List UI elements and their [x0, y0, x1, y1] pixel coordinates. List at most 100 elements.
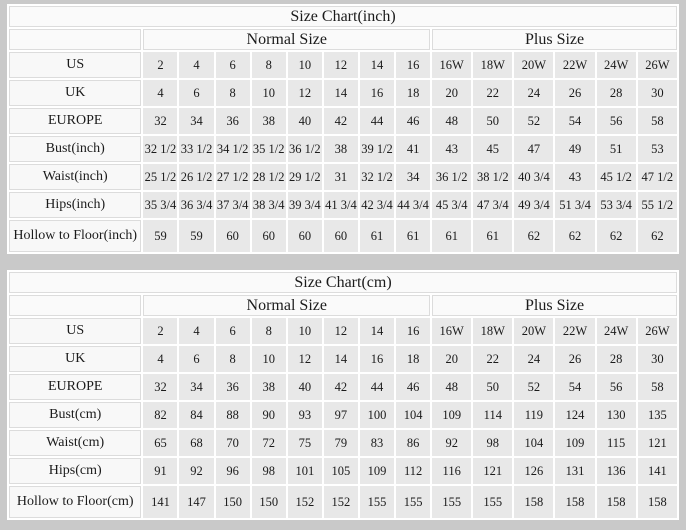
size-cell: 12 — [287, 80, 322, 106]
size-cell: 32 1/2 — [359, 164, 395, 190]
size-cell: 26W — [637, 52, 677, 78]
size-cell: 72 — [251, 430, 286, 456]
size-cell: 49 — [555, 136, 595, 162]
table-row: Bust(inch) 32 1/2 33 1/2 34 1/2 35 1/2 36 1/2… — [9, 136, 677, 162]
size-cell: 33 1/2 — [179, 136, 214, 162]
size-cell: 141 — [637, 458, 677, 484]
size-cell: 22W — [555, 318, 595, 344]
size-cell: 61 — [432, 220, 472, 252]
size-cell: 32 — [143, 108, 178, 134]
table-row: UK 4 6 8 10 12 14 16 18 20 22 24 26 28 30 — [9, 346, 677, 372]
size-cell: 16W — [432, 318, 472, 344]
size-cell: 155 — [396, 486, 431, 518]
size-cell: 20W — [514, 52, 554, 78]
size-cell: 51 3/4 — [555, 192, 595, 218]
row-label: Hollow to Floor(inch) — [9, 220, 142, 252]
size-cell: 41 3/4 — [323, 192, 358, 218]
size-cell: 6 — [179, 346, 214, 372]
table-row: US 2 4 6 8 10 12 14 16 16W 18W 20W 22W 24W 26W — [9, 318, 677, 344]
size-cell: 104 — [396, 402, 431, 428]
size-cell: 20 — [432, 80, 472, 106]
size-cell: 70 — [215, 430, 250, 456]
size-cell: 62 — [555, 220, 595, 252]
size-cell: 16 — [396, 318, 431, 344]
size-cell: 155 — [359, 486, 395, 518]
size-cell: 14 — [323, 346, 358, 372]
corner-cell — [9, 29, 142, 50]
table-title-row: Size Chart(cm) — [9, 272, 677, 293]
size-cell: 36 — [215, 374, 250, 400]
size-cell: 59 — [143, 220, 178, 252]
size-cell: 115 — [596, 430, 636, 456]
size-cell: 98 — [251, 458, 286, 484]
size-cell: 86 — [396, 430, 431, 456]
size-cell: 104 — [514, 430, 554, 456]
size-cell: 34 — [396, 164, 431, 190]
table-row: Waist(inch) 25 1/2 26 1/2 27 1/2 28 1/2 29 1/… — [9, 164, 677, 190]
row-label: EUROPE — [9, 374, 142, 400]
size-cell: 51 — [596, 136, 636, 162]
size-cell: 152 — [323, 486, 358, 518]
row-label: US — [9, 52, 142, 78]
size-chart-table-cm: Size Chart(cm) Normal Size Plus Size US 2… — [7, 270, 679, 520]
size-cell: 10 — [287, 318, 322, 344]
row-label: Waist(cm) — [9, 430, 142, 456]
size-cell: 24W — [596, 52, 636, 78]
size-cell: 56 — [596, 374, 636, 400]
size-cell: 44 — [359, 374, 395, 400]
size-cell: 46 — [396, 374, 431, 400]
size-cell: 10 — [251, 346, 286, 372]
size-cell: 83 — [359, 430, 395, 456]
size-cell: 12 — [323, 318, 358, 344]
row-label: Hollow to Floor(cm) — [9, 486, 142, 518]
size-cell: 130 — [596, 402, 636, 428]
size-cell: 12 — [323, 52, 358, 78]
size-cell: 24W — [596, 318, 636, 344]
size-cell: 26 1/2 — [179, 164, 214, 190]
size-cell: 101 — [287, 458, 322, 484]
size-cell: 28 — [596, 80, 636, 106]
size-cell: 14 — [359, 52, 395, 78]
table-row: EUROPE 32 34 36 38 40 42 44 46 48 50 52 54 56 58 — [9, 374, 677, 400]
size-cell: 119 — [514, 402, 554, 428]
size-cell: 4 — [179, 318, 214, 344]
size-cell: 22W — [555, 52, 595, 78]
size-cell: 124 — [555, 402, 595, 428]
size-cell: 60 — [287, 220, 322, 252]
table-row: Hips(inch) 35 3/4 36 3/4 37 3/4 38 3/4 39 3/4… — [9, 192, 677, 218]
size-cell: 26 — [555, 346, 595, 372]
size-cell: 93 — [287, 402, 322, 428]
size-cell: 52 — [514, 374, 554, 400]
size-cell: 92 — [432, 430, 472, 456]
size-cell: 30 — [637, 80, 677, 106]
size-cell: 46 — [396, 108, 431, 134]
size-cell: 8 — [215, 346, 250, 372]
size-cell: 61 — [396, 220, 431, 252]
size-cell: 90 — [251, 402, 286, 428]
size-cell: 45 3/4 — [432, 192, 472, 218]
size-cell: 6 — [215, 318, 250, 344]
size-cell: 158 — [514, 486, 554, 518]
size-cell: 8 — [251, 318, 286, 344]
size-cell: 40 — [287, 108, 322, 134]
size-cell: 4 — [143, 80, 178, 106]
group-header-plus-size: Plus Size — [432, 295, 677, 316]
size-cell: 147 — [179, 486, 214, 518]
size-cell: 2 — [143, 318, 178, 344]
corner-cell — [9, 295, 142, 316]
size-cell: 36 3/4 — [179, 192, 214, 218]
size-cell: 24 — [514, 80, 554, 106]
table-row: UK 4 6 8 10 12 14 16 18 20 22 24 26 28 30 — [9, 80, 677, 106]
size-cell: 109 — [555, 430, 595, 456]
size-cell: 56 — [596, 108, 636, 134]
size-cell: 6 — [179, 80, 214, 106]
size-cell: 16 — [396, 52, 431, 78]
size-cell: 38 — [251, 374, 286, 400]
size-cell: 50 — [473, 374, 513, 400]
size-cell: 16W — [432, 52, 472, 78]
row-label: Bust(cm) — [9, 402, 142, 428]
size-cell: 28 1/2 — [251, 164, 286, 190]
table-row: Hollow to Floor(cm) 141 147 150 150 152 152 155… — [9, 486, 677, 518]
size-cell: 155 — [473, 486, 513, 518]
size-cell: 100 — [359, 402, 395, 428]
